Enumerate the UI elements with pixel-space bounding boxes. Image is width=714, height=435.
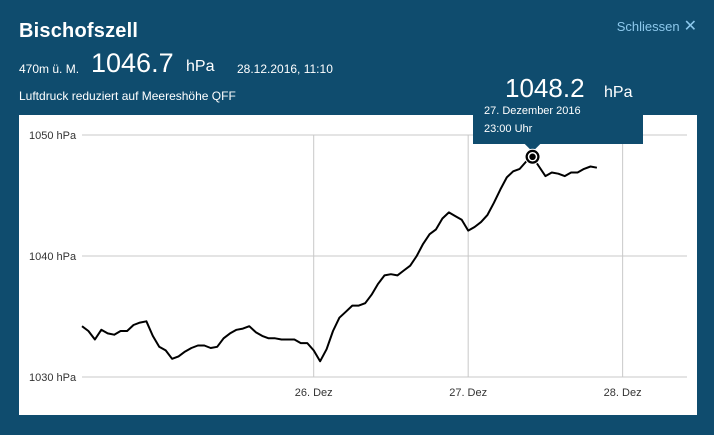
highlight-point-ring bbox=[527, 152, 538, 162]
measurement-timestamp: 28.12.2016, 11:10 bbox=[237, 62, 333, 76]
station-title: Bischofszell bbox=[19, 20, 139, 42]
y-tick-label: 1030 hPa bbox=[29, 372, 77, 384]
close-button[interactable]: Schliessen ✕ bbox=[616, 18, 697, 35]
tooltip-time: 23:00 Uhr bbox=[484, 123, 533, 135]
y-tick-label: 1040 hPa bbox=[29, 251, 77, 263]
current-reading: 470m ü. M. 1046.7 hPa 28.12.2016, 11:10 bbox=[19, 46, 419, 80]
altitude-label: 470m ü. M. bbox=[19, 62, 80, 76]
tooltip-date: 27. Dezember 2016 bbox=[484, 105, 581, 117]
x-tick-label: 28. Dez bbox=[604, 387, 642, 399]
tooltip-unit: hPa bbox=[604, 84, 633, 101]
y-tick-label: 1050 hPa bbox=[29, 130, 77, 142]
pressure-series-line bbox=[81, 155, 598, 363]
close-icon[interactable]: ✕ bbox=[683, 18, 697, 35]
close-label[interactable]: Schliessen bbox=[616, 19, 680, 34]
x-tick-label: 26. Dez bbox=[295, 387, 333, 399]
tooltip-value: 1048.2 bbox=[505, 73, 585, 103]
pressure-chart[interactable]: 1050 hPa 1040 hPa 1030 hPa 26. Dez 27. Dez 28… bbox=[19, 115, 697, 415]
pressure-chart-svg[interactable]: 1050 hPa 1040 hPa 1030 hPa 26. Dez 27. Dez 28… bbox=[19, 115, 697, 415]
x-tick-label: 27. Dez bbox=[449, 387, 487, 399]
chart-subtitle: Luftdruck reduziert auf Meereshöhe QFF bbox=[19, 89, 236, 103]
current-pressure-value: 1046.7 bbox=[91, 48, 174, 78]
chart-tooltip: 27. Dezember 2016 23:00 Uhr bbox=[473, 101, 643, 144]
highlight-point bbox=[524, 148, 541, 165]
current-pressure-unit: hPa bbox=[186, 58, 215, 75]
